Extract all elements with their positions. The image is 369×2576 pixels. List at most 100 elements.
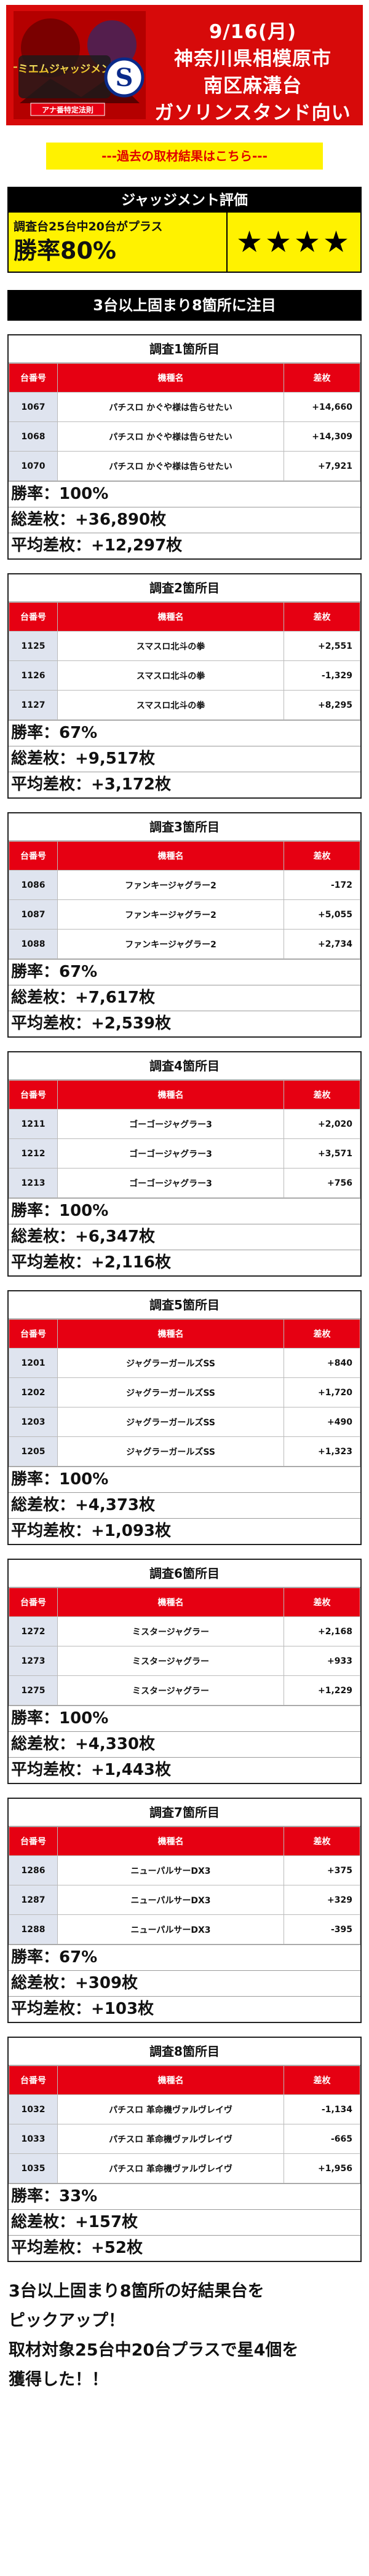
coin-difference: +14,660: [284, 392, 360, 422]
machine-name: ファンキージャグラー2: [57, 929, 284, 959]
machine-name: ミスタージャグラー: [57, 1646, 284, 1676]
col-diff-header: 差枚: [284, 1587, 360, 1617]
machine-name: ファンキージャグラー2: [57, 899, 284, 930]
judgement-summary: 調査台25台中20台がプラス 勝率80%: [9, 213, 228, 272]
past-results-link[interactable]: ---過去の取材結果はこちら---: [46, 143, 323, 170]
machine-number: 1067: [9, 392, 58, 422]
survey-block: 調査5箇所目 台番号 機種名 差枚 1201 ジャグラーガールズSS +840 1202 ジャグ…: [7, 1290, 362, 1545]
machine-number: 1033: [9, 2124, 58, 2154]
machine-number: 1203: [9, 1407, 58, 1437]
machine-name: ジャグラーガールズSS: [57, 1348, 284, 1378]
table-row: 1205 ジャグラーガールズSS +1,323: [9, 1436, 360, 1466]
machine-name: スマスロ北斗の拳: [57, 690, 284, 720]
coin-difference: +14,309: [284, 421, 360, 452]
col-num-header: 台番号: [9, 1587, 58, 1617]
coin-difference: -1,134: [284, 2094, 360, 2124]
machine-number: 1273: [9, 1646, 58, 1676]
coin-difference: +375: [284, 1855, 360, 1885]
coin-difference: +2,551: [284, 631, 360, 661]
table-row: 1035 パチスロ 革命機ヴァルヴレイヴ +1,956: [9, 2153, 360, 2183]
machine-name: ジャグラーガールズSS: [57, 1407, 284, 1437]
col-num-header: 台番号: [9, 1826, 58, 1856]
survey-table: 台番号 機種名 差枚 1201 ジャグラーガールズSS +840 1202 ジャグラーガールズ…: [9, 1319, 360, 1466]
machine-name: ミスタージャグラー: [57, 1616, 284, 1646]
coin-difference: +329: [284, 1885, 360, 1915]
machine-name: ニューパルサーDX3: [57, 1914, 284, 1944]
machine-name: ミスタージャグラー: [57, 1675, 284, 1705]
table-row: 1273 ミスタージャグラー +933: [9, 1646, 360, 1676]
machine-number: 1212: [9, 1138, 58, 1169]
win-rate: 勝率：100%: [9, 1198, 360, 1224]
survey-title: 調査2箇所目: [9, 574, 360, 602]
survey-block: 調査6箇所目 台番号 機種名 差枚 1272 ミスタージャグラー +2,168 1273 ミスタ…: [7, 1559, 362, 1784]
win-rate: 勝率：100%: [9, 1705, 360, 1731]
logo-text-line1: ナミエムジャッジメント: [14, 63, 122, 76]
machine-number: 1202: [9, 1377, 58, 1407]
survey-title: 調査1箇所目: [9, 335, 360, 363]
survey-title: 調査7箇所目: [9, 1799, 360, 1826]
machine-name: スマスロ北斗の拳: [57, 631, 284, 661]
table-row: 1272 ミスタージャグラー +2,168: [9, 1616, 360, 1646]
coin-difference: +8,295: [284, 690, 360, 720]
machine-number: 1288: [9, 1914, 58, 1944]
judgement-box: ジャッジメント評価 調査台25台中20台がプラス 勝率80% ★★★★: [7, 187, 362, 273]
machine-number: 1213: [9, 1168, 58, 1198]
judgement-win-rate: 勝率80%: [14, 237, 116, 264]
machine-number: 1032: [9, 2094, 58, 2124]
total-difference: 総差枚：+36,890枚: [9, 507, 360, 533]
machine-number: 1088: [9, 929, 58, 959]
table-row: 1068 パチスロ かぐや様は告らせたい +14,309: [9, 421, 360, 452]
col-num-header: 台番号: [9, 1319, 58, 1349]
total-difference: 総差枚：+4,373枚: [9, 1492, 360, 1518]
col-diff-header: 差枚: [284, 1319, 360, 1349]
col-machine-header: 機種名: [57, 1080, 284, 1110]
machine-number: 1035: [9, 2153, 58, 2183]
machine-name: パチスロ かぐや様は告らせたい: [57, 451, 284, 481]
coin-difference: +2,734: [284, 929, 360, 959]
machine-name: ジャグラーガールズSS: [57, 1377, 284, 1407]
machine-name: ジャグラーガールズSS: [57, 1436, 284, 1466]
win-rate: 勝率：67%: [9, 1944, 360, 1970]
table-row: 1086 ファンキージャグラー2 -172: [9, 870, 360, 900]
survey-table: 台番号 機種名 差枚 1286 ニューパルサーDX3 +375 1287 ニューパルサーDX3…: [9, 1826, 360, 1944]
table-header-row: 台番号 機種名 差枚: [9, 1587, 360, 1617]
survey-block: 調査2箇所目 台番号 機種名 差枚 1125 スマスロ北斗の拳 +2,551 1126 スマスロ…: [7, 573, 362, 799]
logo: ナミエムジャッジメント S アナ番特定法則: [14, 11, 146, 119]
win-rate: 勝率：100%: [9, 481, 360, 507]
machine-number: 1286: [9, 1855, 58, 1885]
table-row: 1288 ニューパルサーDX3 -395: [9, 1914, 360, 1944]
col-machine-header: 機種名: [57, 602, 284, 632]
machine-name: ニューパルサーDX3: [57, 1885, 284, 1915]
col-diff-header: 差枚: [284, 363, 360, 393]
table-row: 1127 スマスロ北斗の拳 +8,295: [9, 690, 360, 720]
machine-number: 1201: [9, 1348, 58, 1378]
coin-difference: +490: [284, 1407, 360, 1437]
table-row: 1067 パチスロ かぐや様は告らせたい +14,660: [9, 392, 360, 422]
col-machine-header: 機種名: [57, 841, 284, 871]
coin-difference: +2,168: [284, 1616, 360, 1646]
location-line-1: 神奈川県相模原市: [174, 48, 331, 70]
win-rate: 勝率：100%: [9, 1466, 360, 1492]
judgement-row: 調査台25台中20台がプラス 勝率80% ★★★★: [9, 213, 360, 272]
coin-difference: +756: [284, 1168, 360, 1198]
average-difference: 平均差枚：+12,297枚: [9, 533, 360, 558]
survey-table: 台番号 機種名 差枚 1032 パチスロ 革命機ヴァルヴレイヴ -1,134 1033 パチス…: [9, 2065, 360, 2183]
table-row: 1088 ファンキージャグラー2 +2,734: [9, 929, 360, 959]
average-difference: 平均差枚：+1,093枚: [9, 1518, 360, 1544]
col-num-header: 台番号: [9, 2065, 58, 2095]
table-header-row: 台番号 機種名 差枚: [9, 602, 360, 632]
survey-title: 調査4箇所目: [9, 1052, 360, 1080]
average-difference: 平均差枚：+52枚: [9, 2235, 360, 2261]
machine-number: 1125: [9, 631, 58, 661]
table-row: 1287 ニューパルサーDX3 +329: [9, 1885, 360, 1915]
table-row: 1126 スマスロ北斗の拳 -1,329: [9, 660, 360, 691]
table-header-row: 台番号 機種名 差枚: [9, 1826, 360, 1856]
header-banner: ナミエムジャッジメント S アナ番特定法則 9/16(月) 神奈川県相模原市 南…: [6, 5, 363, 125]
coin-difference: +933: [284, 1646, 360, 1676]
coin-difference: +1,720: [284, 1377, 360, 1407]
footer-line-2: ピックアップ！: [9, 2311, 125, 2330]
machine-name: パチスロ 革命機ヴァルヴレイヴ: [57, 2094, 284, 2124]
average-difference: 平均差枚：+2,116枚: [9, 1250, 360, 1275]
total-difference: 総差枚：+7,617枚: [9, 985, 360, 1011]
table-header-row: 台番号 機種名 差枚: [9, 2065, 360, 2095]
